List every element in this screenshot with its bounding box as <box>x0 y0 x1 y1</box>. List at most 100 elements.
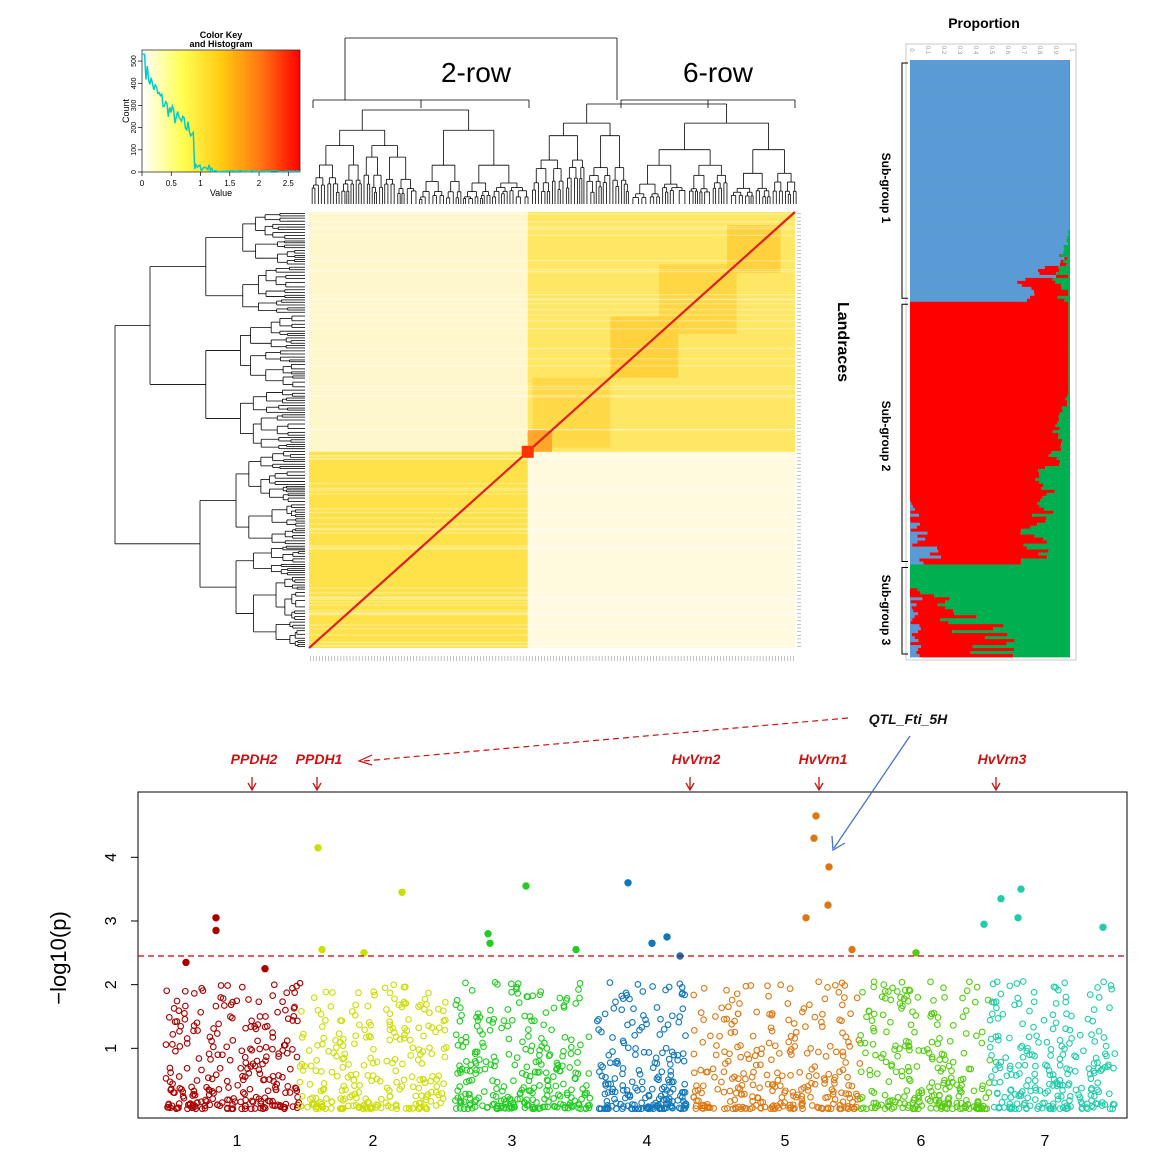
manhattan-point <box>893 988 901 995</box>
structure-bar-subgroup1 <box>910 615 915 619</box>
manhattan-point <box>781 1089 788 1096</box>
manhattan-point <box>1106 1004 1113 1012</box>
structure-bar-subgroup3 <box>1042 537 1070 541</box>
manhattan-point <box>664 1021 672 1029</box>
manhattan-point <box>928 1038 936 1046</box>
manhattan-point <box>1094 984 1101 991</box>
qtl-link-arrow <box>363 717 849 762</box>
structure-bar-subgroup3 <box>1069 158 1070 162</box>
manhattan-point <box>400 1034 408 1042</box>
manhattan-point <box>847 1010 854 1018</box>
structure-bar-subgroup3 <box>1057 295 1070 300</box>
manhattan-point <box>456 1017 464 1025</box>
manhattan-point <box>904 1063 912 1071</box>
manhattan-point <box>269 1045 276 1053</box>
structure-bar-subgroup3 <box>1060 254 1070 258</box>
manhattan-point <box>206 1033 214 1041</box>
structure-bar-subgroup1 <box>910 122 1070 127</box>
heatmap-row-band <box>309 271 795 273</box>
manhattan-point <box>913 1063 921 1070</box>
structure-bar-subgroup3 <box>1068 337 1070 341</box>
manhattan-point <box>798 1096 806 1103</box>
manhattan-point <box>889 984 896 992</box>
structure-bar-subgroup3 <box>1069 116 1070 121</box>
manhattan-point <box>223 1043 231 1051</box>
structure-bar-subgroup3 <box>1069 98 1070 103</box>
manhattan-point <box>441 1026 449 1034</box>
manhattan-point <box>442 1044 450 1051</box>
manhattan-point <box>210 1025 217 1032</box>
manhattan-point <box>560 1047 567 1055</box>
manhattan-point <box>241 1053 249 1061</box>
manhattan-point <box>838 979 846 987</box>
structure-bar-subgroup2 <box>923 561 1021 565</box>
structure-bar-subgroup3 <box>1069 134 1070 139</box>
manhattan-point <box>256 1013 264 1020</box>
manhattan-point <box>453 996 461 1004</box>
manhattan-point <box>905 1043 913 1050</box>
manhattan-point <box>699 1102 706 1110</box>
manhattan-point <box>666 1095 673 1103</box>
manhattan-point <box>768 1027 776 1035</box>
structure-bar-subgroup3 <box>1069 110 1070 115</box>
manhattan-point <box>328 1098 336 1105</box>
manhattan-point <box>764 1080 772 1088</box>
manhattan-point <box>481 1065 489 1073</box>
structure-bar-subgroup1 <box>910 528 911 533</box>
manhattan-point <box>480 1043 487 1050</box>
structure-bar-subgroup2 <box>910 409 1063 413</box>
structure-bar-subgroup3 <box>945 600 1070 604</box>
manhattan-point <box>479 1102 486 1110</box>
manhattan-point <box>497 1104 505 1112</box>
color-key: Color Key and Histogram 0 0.5 1 1.5 2 2.5 010… <box>121 30 301 198</box>
structure-bar-subgroup2 <box>910 388 1069 392</box>
structure-bar-subgroup2 <box>910 588 918 592</box>
manhattan-point <box>553 1064 561 1072</box>
manhattan-point <box>229 1105 236 1112</box>
manhattan-point <box>775 1050 783 1057</box>
manhattan-point <box>333 1072 341 1080</box>
manhattan-point <box>1077 1098 1085 1106</box>
manhattan-point <box>768 1056 775 1064</box>
manhattan-point <box>842 1059 849 1066</box>
structure-bar-subgroup1 <box>910 507 915 512</box>
manhattan-point <box>963 987 971 995</box>
manhattan-point <box>422 1105 430 1112</box>
structure-bar-subgroup3 <box>1069 128 1070 133</box>
structure-bar-subgroup2 <box>910 591 921 595</box>
manhattan-point <box>1035 1103 1042 1110</box>
structure-xtick-label: 0.4 <box>972 46 978 55</box>
structure-bar-subgroup1 <box>910 128 1070 133</box>
manhattan-point <box>628 1078 636 1086</box>
manhattan-point <box>284 1083 292 1090</box>
structure-bar-subgroup2 <box>912 504 1040 509</box>
manhattan-point <box>298 1008 305 1015</box>
structure-bar-subgroup2 <box>910 492 1047 497</box>
structure-bar-subgroup3 <box>910 570 1070 574</box>
manhattan-point <box>668 1078 676 1086</box>
manhattan-top-point <box>648 939 656 947</box>
structure-bar-subgroup1 <box>910 116 1070 121</box>
heatmap-row-band <box>309 644 795 647</box>
manhattan-point <box>193 1077 201 1084</box>
structure-bar-subgroup2 <box>910 489 1055 494</box>
manhattan-point <box>214 1101 221 1109</box>
manhattan-point <box>242 1059 250 1067</box>
manhattan-point <box>883 1028 890 1036</box>
manhattan-point <box>842 1033 850 1041</box>
manhattan-point <box>790 1092 797 1100</box>
manhattan-point <box>462 1033 470 1041</box>
structure-xtick-label: 0.9 <box>1052 46 1058 55</box>
manhattan-point <box>915 1047 923 1054</box>
manhattan-point <box>526 1072 534 1080</box>
structure-bar-subgroup2 <box>910 462 1060 467</box>
manhattan-point <box>953 1099 961 1107</box>
structure-bar-subgroup3 <box>1046 540 1070 544</box>
structure-bar-subgroup2 <box>910 594 935 598</box>
structure-bar-subgroup3 <box>1069 209 1070 213</box>
structure-bar-subgroup1 <box>910 197 1070 201</box>
manhattan-point <box>1062 1025 1069 1033</box>
structure-bar-subgroup1 <box>910 597 923 601</box>
structure-bar-subgroup3 <box>1068 328 1070 333</box>
structure-bar-subgroup3 <box>1068 334 1070 339</box>
